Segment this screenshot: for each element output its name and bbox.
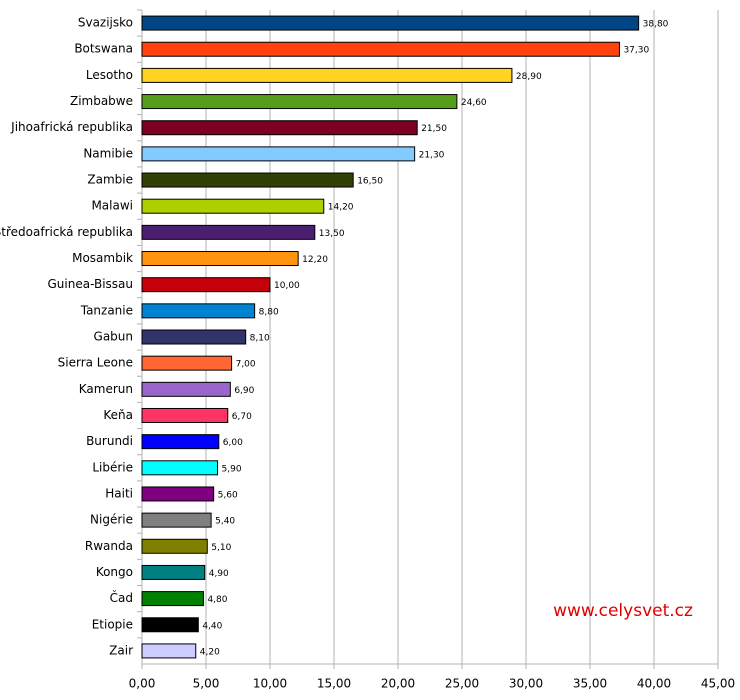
x-tick-label: 5,00 [193, 677, 220, 691]
y-tick-label: Kamerun [79, 382, 133, 396]
bar [141, 381, 231, 397]
data-label: 6,00 [223, 438, 243, 448]
data-label: 4,20 [200, 647, 220, 657]
bar [141, 407, 229, 423]
bar [141, 591, 204, 607]
bar [141, 224, 316, 240]
y-tick-label: Guinea-Bissau [47, 277, 133, 291]
data-label: 13,50 [319, 229, 345, 239]
data-label: 16,50 [357, 177, 383, 187]
data-label: 14,20 [328, 203, 354, 213]
y-tick-label: Sierra Leone [58, 356, 133, 370]
data-label: 21,30 [419, 150, 445, 160]
x-tick-label: 0,00 [129, 677, 156, 691]
data-label: 8,80 [259, 307, 279, 317]
y-tick-label: Botswana [74, 42, 133, 56]
bar [141, 15, 640, 31]
y-tick-label: Namibie [83, 146, 133, 160]
bar [141, 329, 247, 345]
bar [141, 643, 197, 659]
data-label: 38,80 [643, 20, 669, 30]
bar [141, 512, 212, 528]
y-tick-label: Burundi [86, 434, 133, 448]
data-label: 4,40 [202, 621, 222, 631]
y-tick-label: Zimbabwe [70, 94, 133, 108]
x-tick-label: 15,00 [317, 677, 351, 691]
bar [141, 67, 513, 83]
y-tick-label: Lesotho [86, 68, 133, 82]
data-label: 28,90 [516, 72, 542, 82]
y-tick-label: Malawi [91, 199, 133, 213]
y-tick-label: Tanzanie [80, 303, 133, 317]
x-tick-label: 25,00 [445, 677, 479, 691]
y-tick-label: Gabun [94, 330, 133, 344]
bar [141, 434, 220, 450]
data-label: 10,00 [274, 281, 300, 291]
y-tick-label: Mosambik [72, 251, 133, 265]
bar [141, 251, 299, 267]
bar [141, 355, 233, 371]
data-label: 5,60 [218, 490, 238, 500]
data-label: 24,60 [461, 98, 487, 108]
y-tick-label: Libérie [92, 460, 133, 474]
data-label: 8,10 [250, 334, 270, 344]
bar [141, 538, 208, 554]
data-label: 21,50 [421, 124, 447, 134]
data-label: 5,40 [215, 517, 235, 527]
watermark: www.celysvet.cz [553, 601, 693, 621]
bar [141, 460, 219, 476]
data-label: 5,10 [211, 543, 231, 553]
data-label: 6,70 [232, 412, 252, 422]
y-tick-label: Středoafrická republika [0, 225, 133, 239]
data-label: 4,80 [207, 595, 227, 605]
x-tick-label: 45,00 [701, 677, 735, 691]
data-label: 7,00 [236, 360, 256, 370]
bar [141, 617, 199, 633]
y-tick-label: Čad [110, 590, 133, 605]
bar [141, 41, 620, 57]
data-label: 5,90 [222, 464, 242, 474]
x-tick-label: 35,00 [573, 677, 607, 691]
y-tick-label: Nigérie [90, 513, 133, 527]
bar [141, 277, 271, 293]
data-label: 4,90 [209, 569, 229, 579]
y-tick-label: Zambie [87, 173, 133, 187]
bar [141, 303, 256, 319]
data-label: 6,90 [234, 386, 254, 396]
y-tick-label: Haiti [105, 486, 133, 500]
data-label: 12,20 [302, 255, 328, 265]
x-tick-label: 10,00 [253, 677, 287, 691]
bar [141, 94, 458, 110]
y-tick-label: Svazijsko [78, 16, 133, 30]
y-tick-label: Keňa [103, 408, 133, 422]
x-tick-label: 20,00 [381, 677, 415, 691]
x-tick-label: 40,00 [637, 677, 671, 691]
bar [141, 564, 206, 580]
bar [141, 198, 325, 214]
y-tick-label: Rwanda [85, 539, 133, 553]
x-tick-label: 30,00 [509, 677, 543, 691]
y-tick-label: Jihoafrická republika [10, 120, 133, 134]
y-tick-label: Kongo [96, 565, 133, 579]
y-tick-label: Zair [109, 643, 133, 657]
bar [141, 172, 354, 188]
y-tick-label: Etiopie [92, 617, 133, 631]
bar [141, 146, 416, 162]
bar [141, 120, 418, 136]
data-label: 37,30 [623, 46, 649, 56]
bar [141, 486, 215, 502]
